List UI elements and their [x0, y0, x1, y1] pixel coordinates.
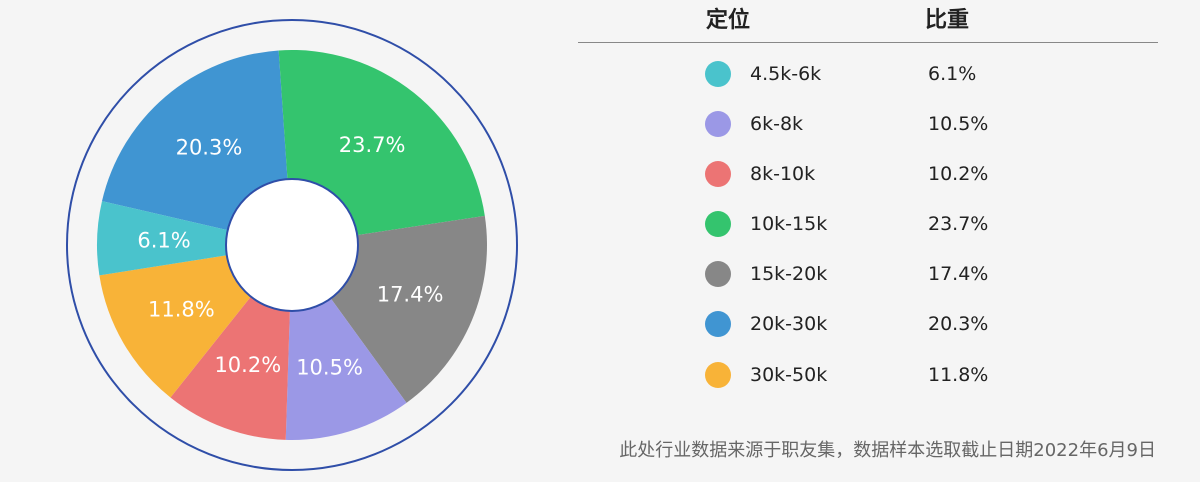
legend-swatch	[705, 261, 731, 287]
legend-header-share: 比重	[925, 8, 970, 33]
legend-range-label: 4.5k-6k	[750, 63, 822, 85]
legend-share-value: 10.2%	[928, 163, 989, 185]
pie-slice-20k-30k	[101, 50, 293, 245]
legend-divider	[578, 42, 1158, 43]
legend-share-value: 20.3%	[928, 313, 989, 335]
legend-swatch	[705, 161, 731, 187]
outer-ring	[66, 19, 518, 471]
pie-chart: 20.3% 23.7% 17.4% 10.5% 10.2% 11.8% 6.1%	[66, 19, 518, 471]
slice-label: 10.2%	[214, 353, 281, 377]
legend-range-label: 15k-20k	[750, 263, 828, 285]
legend-row: 8k-10k 10.2%	[578, 159, 1158, 189]
slice-label: 11.8%	[148, 297, 215, 321]
legend-share-value: 10.5%	[928, 113, 989, 135]
source-footnote: 此处行业数据来源于职友集，数据样本选取截止日期2022年6月9日	[619, 440, 1156, 461]
legend-swatch	[705, 311, 731, 337]
slice-label: 23.7%	[339, 133, 406, 157]
slice-label: 10.5%	[296, 355, 363, 379]
legend-row: 15k-20k 17.4%	[578, 259, 1158, 289]
legend-share-value: 23.7%	[928, 213, 989, 235]
legend-range-label: 20k-30k	[750, 313, 828, 335]
legend-range-label: 10k-15k	[750, 213, 828, 235]
legend-header-range: 定位	[706, 8, 751, 33]
legend-row: 30k-50k 11.8%	[578, 360, 1158, 390]
legend-row: 20k-30k 20.3%	[578, 309, 1158, 339]
slice-label: 6.1%	[137, 228, 190, 252]
slice-label: 20.3%	[176, 136, 243, 160]
legend-range-label: 8k-10k	[750, 163, 816, 185]
slice-label: 17.4%	[377, 282, 444, 306]
legend-swatch	[705, 362, 731, 388]
legend-range-label: 30k-50k	[750, 364, 828, 386]
legend-row: 6k-8k 10.5%	[578, 109, 1158, 139]
legend-share-value: 11.8%	[928, 364, 989, 386]
legend-swatch	[705, 211, 731, 237]
legend-share-value: 17.4%	[928, 263, 989, 285]
legend-swatch	[705, 61, 731, 87]
center-hole	[225, 178, 359, 312]
legend-range-label: 6k-8k	[750, 113, 804, 135]
legend-swatch	[705, 111, 731, 137]
pie-slice-4.5k-6k	[97, 201, 293, 276]
legend-row: 4.5k-6k 6.1%	[578, 59, 1158, 89]
legend-row: 10k-15k 23.7%	[578, 209, 1158, 239]
legend-share-value: 6.1%	[928, 63, 977, 85]
